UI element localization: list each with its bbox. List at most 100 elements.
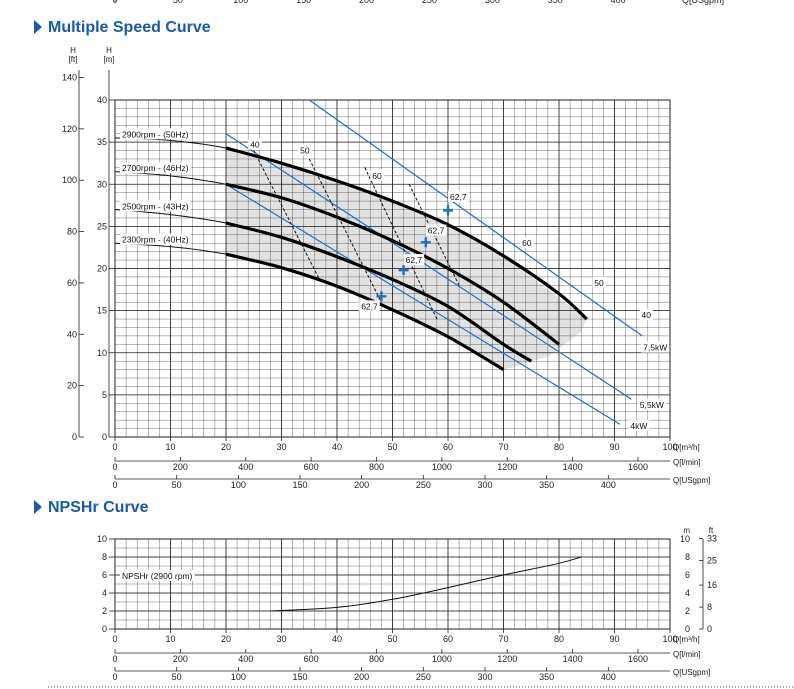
x-tick-label-m3h: 60 (443, 442, 453, 452)
x-usgpm-tick-label: 250 (416, 672, 431, 682)
x-usgpm-tick-label: 100 (231, 480, 246, 490)
x-usgpm-unit: Q[USgpm] (673, 476, 710, 485)
y-unit-m: [m] (103, 55, 114, 64)
x-usgpm-tick-label: 200 (354, 480, 369, 490)
right-tick-label-ft: 33 (707, 533, 717, 543)
x-tick-label-m3h: 90 (609, 634, 619, 644)
efficiency-label: 62,7 (361, 301, 378, 311)
right-unit-m: m (683, 526, 690, 535)
bep-marker (376, 291, 387, 302)
top-strip-unit: Q[USgpm] (682, 0, 724, 5)
x-lmin-tick-label: 400 (238, 654, 253, 664)
y-tick-label-ft: 20 (67, 381, 77, 391)
x-lmin-tick-label: 800 (369, 654, 384, 664)
series-name-label: 2500rpm - (43Hz) (122, 201, 189, 211)
series-name-label-bg (120, 570, 195, 581)
efficiency-label: 60 (372, 171, 382, 181)
top-strip-tick-label: 400 (611, 0, 626, 5)
x-tick-label-m3h: 30 (276, 634, 286, 644)
y-tick-label-ft: 100 (62, 175, 77, 185)
series-line-bold (225, 221, 533, 363)
y-tick-label-ft: 60 (67, 278, 77, 288)
x-usgpm-tick-label: 0 (112, 480, 117, 490)
x-lmin-tick-label: 400 (238, 462, 253, 472)
power-label: 4kW (630, 421, 647, 431)
x-usgpm-tick-label: 150 (292, 480, 307, 490)
x-usgpm-tick-label: 350 (539, 672, 554, 682)
y-tick-label-m: 25 (97, 221, 107, 231)
right-tick-label-m: 4 (685, 588, 690, 598)
x-usgpm-tick-label: 400 (601, 672, 616, 682)
title-bullet-icon (34, 500, 42, 514)
right-tick-label-ft: 16 (707, 580, 717, 590)
bep-marker (420, 237, 431, 248)
x-lmin-tick-label: 1600 (628, 654, 648, 664)
efficiency-label-bg (448, 190, 469, 202)
grid (114, 99, 671, 438)
efficiency-label-bg (520, 237, 534, 249)
series-line-bold (225, 252, 505, 371)
x-lmin-tick-label: 1400 (563, 654, 583, 664)
top-strip-tick-label: 100 (233, 0, 248, 5)
x-tick-label-m3h: 100 (662, 442, 677, 452)
bep-marker (398, 265, 409, 276)
x-usgpm-tick-label: 300 (477, 672, 492, 682)
series-line-thin (270, 556, 582, 612)
x-usgpm-tick-label: 50 (172, 480, 182, 490)
x-usgpm-unit: Q[USgpm] (673, 668, 710, 677)
y-tick-label-ft: 140 (62, 72, 77, 82)
right-tick-label-ft: 25 (707, 555, 717, 565)
y-tick-label-m: 20 (97, 264, 107, 274)
y-tick-label-m: 5 (102, 390, 107, 400)
top-strip-axis: 0 50 100 150 200 250 300 350 400 Q[USgpm] (112, 0, 724, 5)
x-tick-label-m3h: 80 (554, 634, 564, 644)
y-axes: 0 2 4 6 8 10 0 2 4 6 8 10 0 8 16 25 33 m ft (97, 526, 717, 634)
efficiency-label-bg (370, 169, 384, 181)
x-tick-label-m3h: 30 (276, 442, 286, 452)
y-axes: 0510152025303540020406080100120140H[ft]H… (62, 46, 115, 442)
x-tick-label-m3h: 50 (387, 634, 397, 644)
series-name-label-bg (120, 200, 191, 212)
power-label-bg (641, 341, 670, 353)
x-lmin-tick-label: 200 (173, 654, 188, 664)
top-strip-tick-label: 200 (359, 0, 374, 5)
x-lmin-unit: Q[l/min] (673, 458, 701, 467)
efficiency-label-bg (359, 300, 380, 312)
power-label: 5,5kW (640, 400, 664, 410)
efficiency-line (253, 150, 321, 282)
x-tick-label-m3h: 70 (498, 634, 508, 644)
y-label-ft: H (70, 46, 76, 55)
right-unit-ft: ft (709, 526, 714, 535)
efficiency-label-bg (403, 254, 425, 266)
x-usgpm-tick-label: 250 (416, 480, 431, 490)
top-strip-tick-label: 50 (173, 0, 183, 5)
power-label: 7,5kW (643, 343, 667, 353)
x-lmin-tick-label: 1000 (432, 462, 452, 472)
y-tick-label-m: 4 (102, 588, 107, 598)
x-usgpm-tick-label: 350 (539, 480, 554, 490)
efficiency-line (364, 167, 438, 320)
x-tick-label-m3h: 50 (387, 442, 397, 452)
title-bullet-icon (34, 20, 42, 34)
x-lmin-tick-label: 800 (369, 462, 384, 472)
efficiency-label-bg (298, 144, 312, 156)
y-tick-label-m: 2 (102, 606, 107, 616)
top-strip-tick-label: 350 (548, 0, 563, 5)
x-lmin-tick-label: 1000 (432, 654, 452, 664)
y-tick-label-ft: 0 (72, 432, 77, 442)
x-tick-label-m3h: 10 (165, 634, 175, 644)
x-usgpm-tick-label: 100 (231, 672, 246, 682)
series-name-label: 2900rpm - (50Hz) (122, 129, 189, 139)
efficiency-label-bg (425, 224, 447, 236)
y-tick-label-m: 30 (97, 179, 107, 189)
x-tick-label-m3h: 40 (332, 634, 342, 644)
power-line (225, 133, 632, 400)
y-tick-label-ft: 80 (67, 227, 77, 237)
y-tick-label-m: 10 (97, 348, 107, 358)
power-line (308, 99, 643, 337)
chart-title: NPSHr Curve (48, 499, 149, 516)
y-tick-label-m: 0 (102, 624, 107, 634)
x-tick-label-m3h: 40 (332, 442, 342, 452)
multiple-speed-curve-chart: Multiple Speed Curve05101520253035400204… (34, 19, 710, 490)
